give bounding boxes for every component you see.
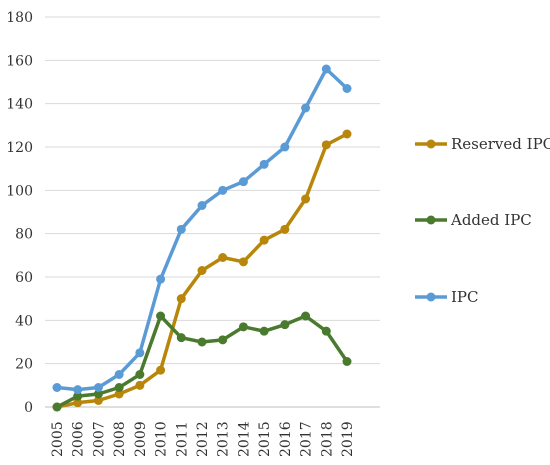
x-tick-label: 2010 <box>154 421 170 457</box>
data-point <box>197 266 207 275</box>
y-tick-label: 160 <box>6 53 33 69</box>
y-tick-label: 60 <box>15 270 33 286</box>
data-point <box>197 201 207 210</box>
x-tick-label: 2012 <box>195 421 211 457</box>
data-point <box>321 140 331 150</box>
series-reserved-ipc <box>52 129 352 412</box>
data-point <box>52 402 62 412</box>
y-tick-label: 0 <box>24 400 33 416</box>
data-point <box>73 391 83 401</box>
x-tick-label: 2008 <box>112 421 128 457</box>
data-point <box>301 194 311 204</box>
data-point <box>176 294 186 304</box>
legend-label: Added IPC <box>450 211 532 229</box>
y-tick-label: 80 <box>15 227 33 243</box>
x-tick-label: 2006 <box>71 421 87 457</box>
x-tick-label: 2007 <box>91 421 107 457</box>
y-tick-label: 20 <box>15 357 33 373</box>
data-point <box>259 235 269 245</box>
data-point <box>280 142 290 152</box>
x-tick-label: 2018 <box>319 421 335 457</box>
x-tick-label: 2013 <box>216 421 232 457</box>
series-added-ipc <box>52 311 352 412</box>
legend-swatch-marker <box>426 215 436 225</box>
data-point <box>156 274 166 284</box>
legend-label: Reserved IPC <box>451 135 550 153</box>
data-point <box>280 320 290 330</box>
data-point <box>135 370 145 379</box>
x-tick-label: 2016 <box>278 421 294 457</box>
data-point <box>301 103 311 113</box>
data-point <box>321 64 331 74</box>
legend-item: IPC <box>415 288 479 306</box>
data-point <box>238 257 248 267</box>
y-tick-label: 120 <box>6 140 33 156</box>
data-point <box>176 333 186 343</box>
y-tick-label: 180 <box>6 10 33 26</box>
data-point <box>114 383 124 392</box>
data-point <box>156 311 166 321</box>
data-point <box>197 337 207 347</box>
x-tick-label: 2009 <box>133 421 149 457</box>
data-point <box>218 185 228 195</box>
data-point <box>93 383 103 392</box>
data-point <box>73 398 83 408</box>
x-tick-label: 2017 <box>299 421 315 457</box>
legend-swatch-marker <box>426 292 436 302</box>
data-point <box>342 84 352 93</box>
data-point <box>301 311 311 321</box>
x-tick-label: 2019 <box>340 421 356 457</box>
legend-label: IPC <box>451 288 479 306</box>
data-point <box>218 253 228 262</box>
data-point <box>156 365 166 375</box>
data-point <box>52 383 62 392</box>
data-point <box>259 326 269 336</box>
legend: Reserved IPC Added IPC IPC <box>415 135 550 306</box>
y-tick-label: 140 <box>6 97 33 113</box>
axes: 0 20 40 60 80 100 120 140 160 180 2005 2006 2007 2008… <box>6 10 380 457</box>
data-point <box>280 224 290 234</box>
y-tick-label: 100 <box>6 183 33 199</box>
data-point <box>176 224 186 234</box>
data-point <box>238 177 248 187</box>
data-point <box>135 348 145 358</box>
legend-item: Reserved IPC <box>415 135 550 153</box>
data-point <box>93 396 103 405</box>
data-point <box>93 389 103 399</box>
gridlines <box>45 16 380 365</box>
data-point <box>114 389 124 399</box>
y-tick-label: 40 <box>15 313 33 329</box>
data-point <box>73 385 83 395</box>
x-tick-label: 2011 <box>174 421 190 457</box>
x-tick-label: 2005 <box>50 421 66 457</box>
data-point <box>114 370 124 379</box>
series-ipc <box>52 64 352 395</box>
x-tick-label: 2014 <box>236 421 252 457</box>
legend-item: Added IPC <box>415 211 532 229</box>
data-point <box>342 357 352 366</box>
legend-swatch-marker <box>426 139 436 149</box>
data-point <box>342 129 352 139</box>
data-point <box>321 326 331 336</box>
x-tick-label: 2015 <box>257 421 273 457</box>
data-point <box>135 380 145 390</box>
data-point <box>218 335 228 345</box>
series-lines <box>52 64 352 412</box>
data-point <box>259 159 269 169</box>
data-point <box>238 322 248 332</box>
